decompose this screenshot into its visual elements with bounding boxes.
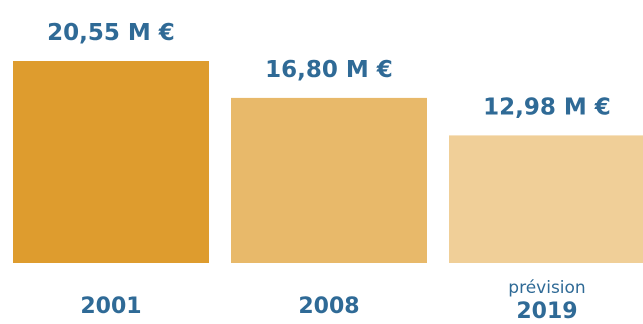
category-label-2019: 2019: [516, 299, 577, 324]
data-label-2001: 20,55 M €: [47, 20, 175, 46]
data-label-2019: 12,98 M €: [483, 94, 611, 120]
category-note-2019: prévision: [508, 278, 585, 298]
data-label-2008: 16,80 M €: [265, 57, 393, 83]
bar-2001: [13, 61, 209, 263]
bar-2019: [449, 135, 643, 263]
category-label-2008: 2008: [298, 294, 359, 319]
category-label-2001: 2001: [80, 294, 141, 319]
bar-2008: [231, 97, 427, 264]
